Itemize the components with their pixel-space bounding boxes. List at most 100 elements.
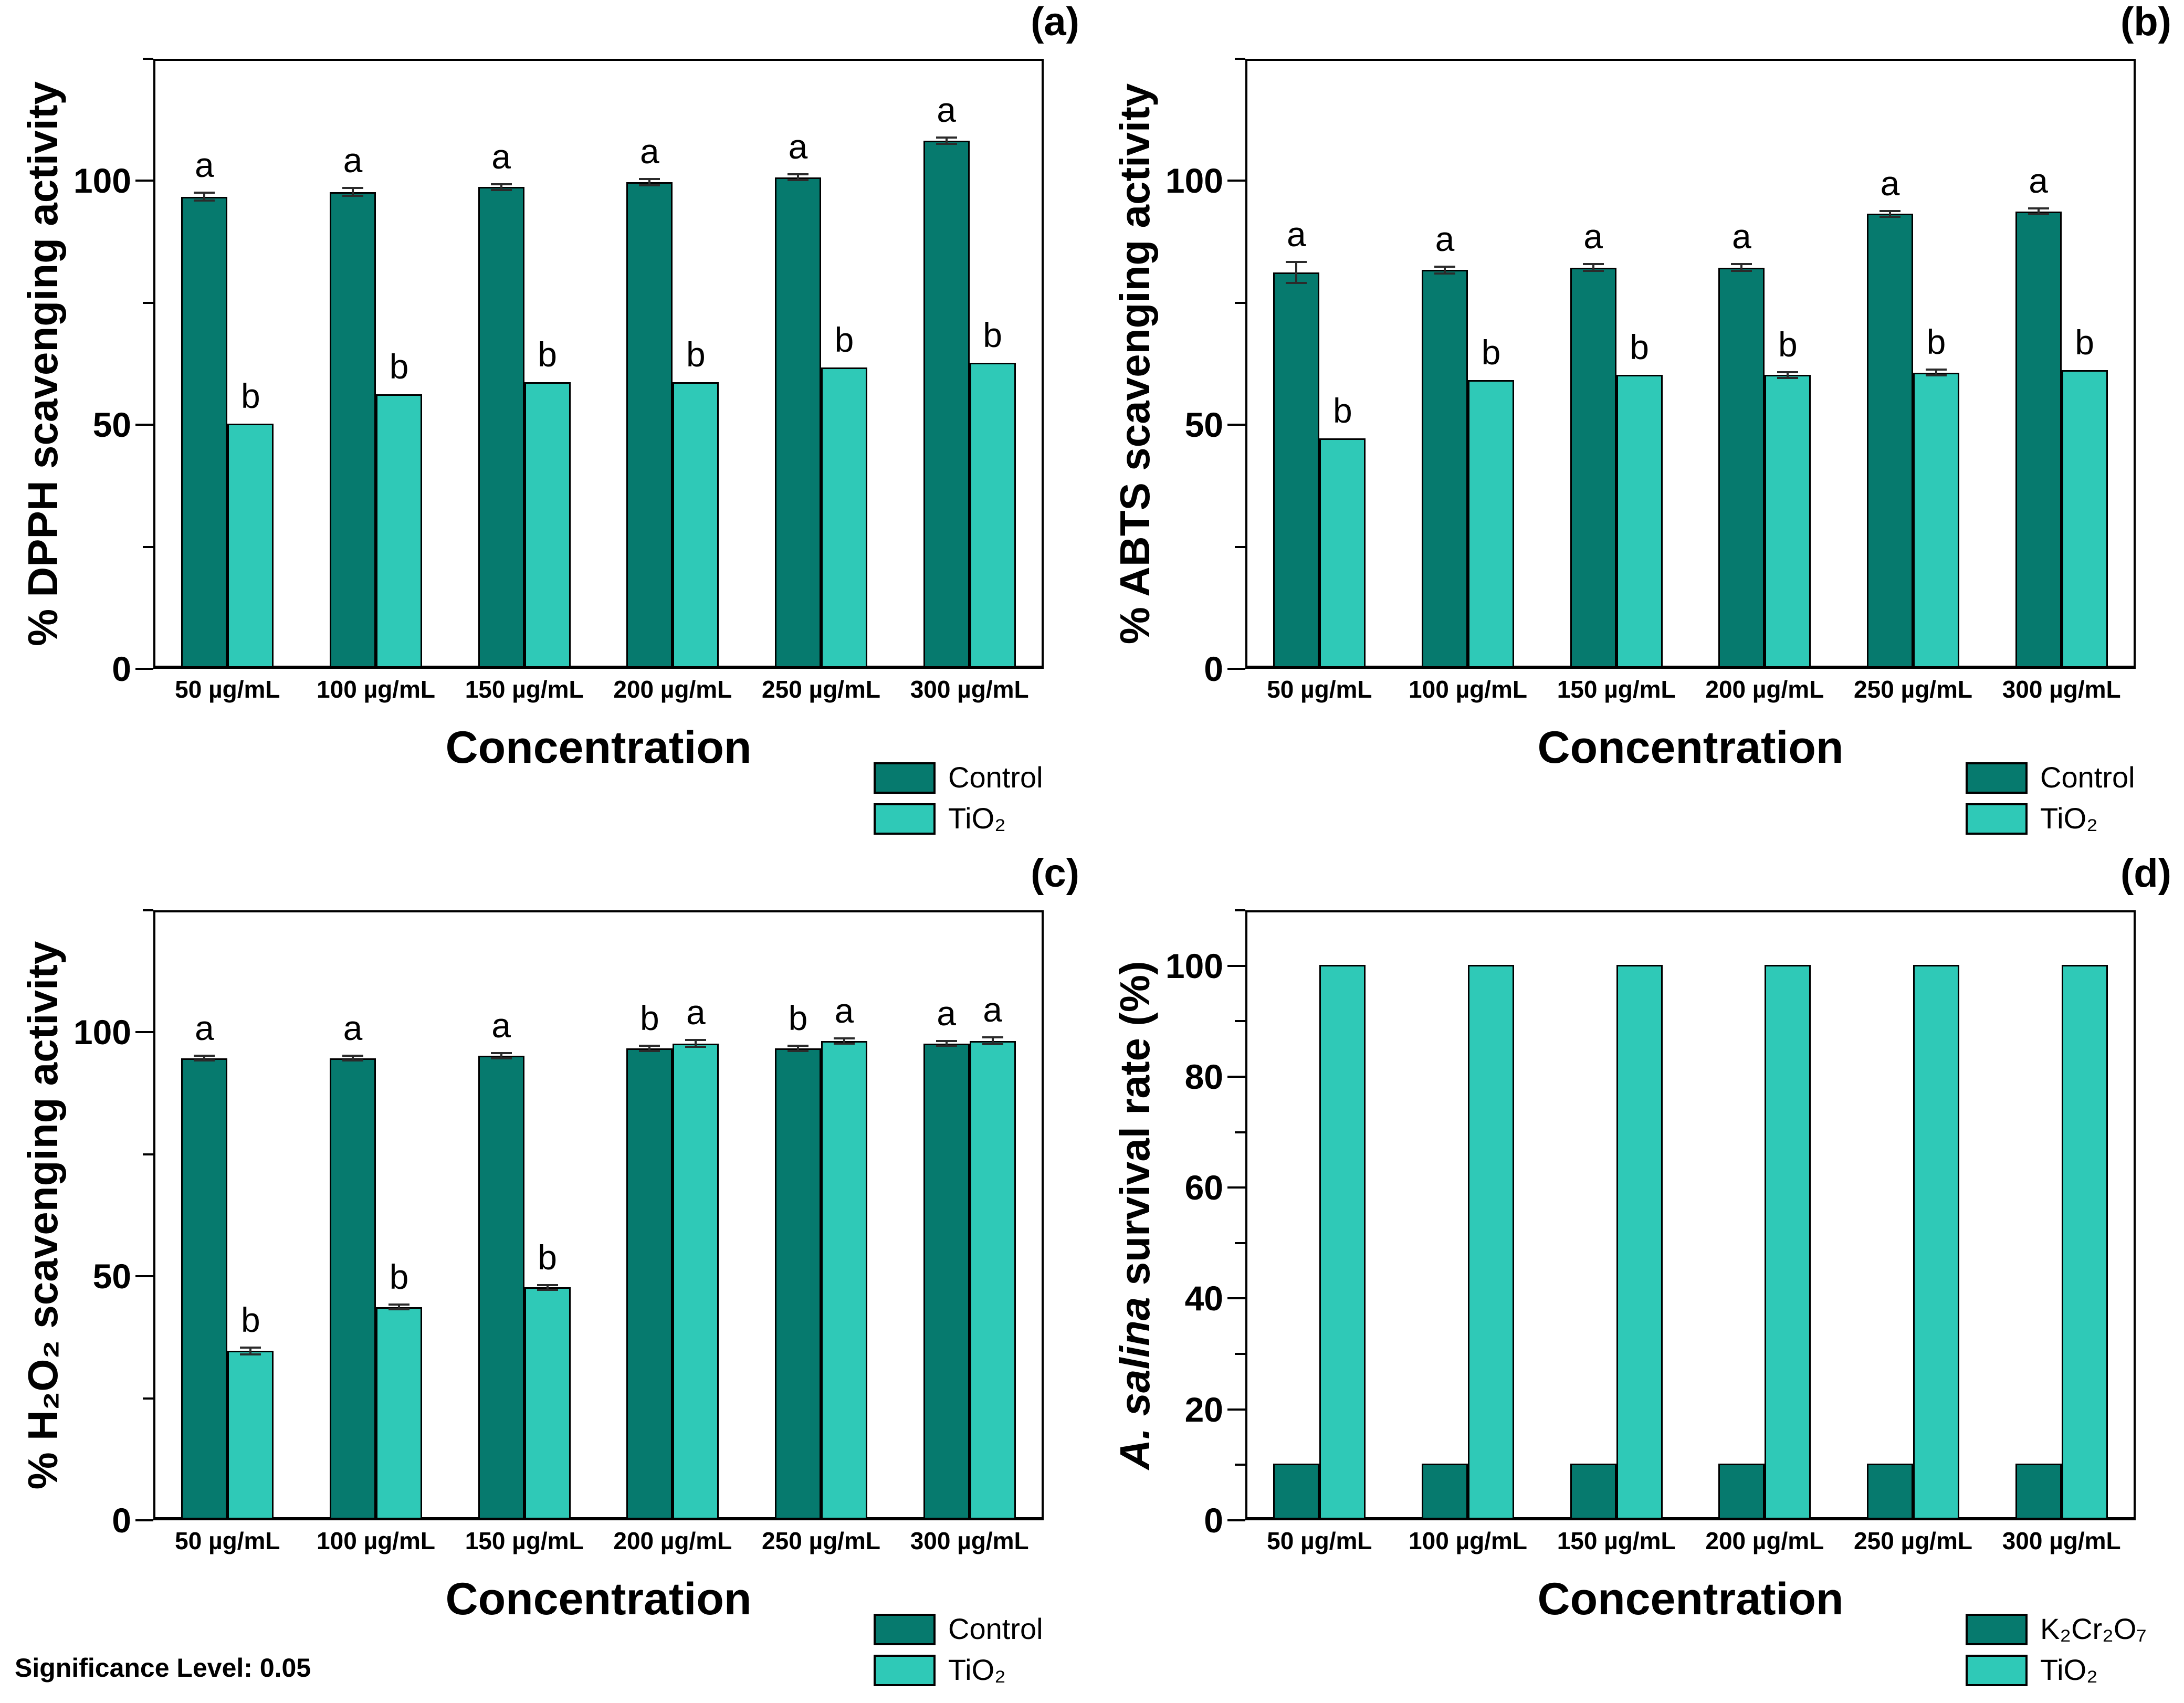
bar-kcro-3 (1718, 1464, 1765, 1519)
legend-label-0: K₂Cr₂O₇ (2040, 1612, 2147, 1645)
y-axis-title-italic: A. salina (1111, 1297, 1158, 1470)
error-bar-cap-top (788, 1045, 808, 1047)
error-bar-cap-bottom (240, 1353, 261, 1355)
bar-control-2 (478, 187, 524, 668)
y-minor-tick (1235, 909, 1245, 911)
legend-swatch-1 (874, 803, 936, 835)
legend-swatch-0 (874, 1614, 936, 1645)
error-bar-cap-bottom (194, 1059, 215, 1062)
plot-frame (1245, 910, 2136, 1520)
significance-letter: a (491, 136, 511, 176)
error-bar-cap-top (982, 1036, 1003, 1039)
bar-tio-1 (1468, 964, 1514, 1519)
x-tick-label: 250 µg/mL (762, 676, 880, 703)
plot-frame (153, 59, 1044, 669)
error-bar-cap-bottom (194, 199, 215, 202)
panel-label: (d) (2120, 851, 2171, 896)
y-minor-tick (1235, 301, 1245, 304)
x-tick-label: 50 µg/mL (1267, 676, 1372, 703)
error-bar-cap-top (1731, 263, 1752, 266)
bar-tio-1 (1468, 380, 1514, 668)
y-minor-tick (143, 1153, 153, 1155)
bar-tio-0 (227, 424, 274, 668)
bar-control-1 (1422, 270, 1468, 668)
x-tick-label: 100 µg/mL (1409, 676, 1527, 703)
significance-letter: a (983, 990, 1003, 1029)
x-tick-label: 50 µg/mL (1267, 1527, 1372, 1554)
error-bar-cap-top (342, 1054, 363, 1057)
bar-control-5 (923, 141, 970, 668)
error-bar-cap-top (1926, 369, 1947, 371)
bar-tio-5 (2061, 370, 2108, 668)
bar-tio-4 (821, 367, 867, 668)
x-axis-title: Concentration (1537, 722, 1844, 773)
y-major-tick (1227, 1075, 1245, 1078)
error-bar-line (500, 1053, 502, 1058)
y-major-tick (1227, 180, 1245, 182)
x-tick-label: 200 µg/mL (613, 1527, 732, 1554)
bar-tio-3 (673, 1043, 719, 1519)
y-tick-label: 50 (92, 1257, 131, 1296)
error-bar-cap-top (685, 1039, 707, 1042)
panel-label: (c) (1031, 851, 1079, 896)
error-bar-line (249, 1347, 252, 1354)
error-bar-line (843, 1038, 845, 1044)
significance-letter: b (1778, 324, 1798, 364)
bar-control-4 (775, 1048, 821, 1519)
bar-tio-5 (969, 363, 1016, 668)
x-tick-label: 200 µg/mL (1705, 676, 1824, 703)
y-major-tick (1227, 1408, 1245, 1411)
y-minor-tick (1235, 545, 1245, 548)
significance-letter: b (389, 1257, 409, 1296)
error-bar-line (945, 138, 948, 144)
error-bar-cap-bottom (1731, 270, 1752, 272)
error-bar-line (352, 188, 354, 196)
significance-letter: b (538, 335, 558, 374)
error-bar-line (203, 1055, 206, 1061)
x-tick-label: 50 µg/mL (175, 676, 280, 703)
y-tick-label: 20 (1184, 1390, 1223, 1429)
x-tick-label: 100 µg/mL (317, 1527, 435, 1554)
bar-control-5 (2015, 211, 2062, 668)
panel-a: 0 50 100 a a a a a a b b b b b b 50 µg/mL 100 µg/mL 150 µ… (0, 0, 1092, 851)
error-bar-cap-bottom (936, 1045, 957, 1047)
significance-letter: a (491, 1006, 511, 1045)
plot-frame (1245, 59, 2136, 669)
x-tick-label: 200 µg/mL (1705, 1527, 1824, 1554)
error-bar-cap-top (194, 192, 215, 194)
significance-letter: a (1880, 163, 1900, 203)
significance-letter: a (937, 993, 957, 1033)
legend-label-1: TiO₂ (948, 802, 1006, 835)
legend-swatch-1 (1966, 1655, 2028, 1686)
x-axis-title: Concentration (445, 1574, 752, 1624)
bar-tio-0 (227, 1351, 274, 1519)
bar-tio-5 (2061, 964, 2108, 1519)
error-bar-cap-top (936, 136, 957, 139)
y-minor-tick (143, 1397, 153, 1400)
bar-kcro-0 (1273, 1464, 1320, 1519)
bar-control-3 (626, 182, 673, 668)
bar-tio-3 (1765, 964, 1811, 1519)
error-bar-cap-top (490, 183, 512, 185)
error-bar-cap-top (342, 187, 363, 190)
y-tick-label: 40 (1184, 1279, 1223, 1318)
error-bar-cap-top (388, 1303, 410, 1306)
y-tick-label: 0 (112, 649, 131, 688)
error-bar-line (352, 1055, 354, 1061)
significance-letter: b (240, 1300, 260, 1339)
error-bar-line (797, 1046, 799, 1051)
error-bar-line (1935, 370, 1937, 376)
error-bar-cap-bottom (788, 179, 808, 182)
error-bar-cap-bottom (936, 142, 957, 145)
bar-tio-4 (1913, 964, 1959, 1519)
panel-b: 0 50 100 a a a a a a b b b b b b 50 µg/mL 100 µg/mL 150 µ… (1092, 0, 2184, 851)
bar-control-4 (775, 177, 821, 668)
y-major-tick (1227, 1519, 1245, 1521)
y-tick-label: 60 (1184, 1168, 1223, 1207)
bar-control-2 (1570, 267, 1616, 668)
significance-letter: b (1332, 391, 1352, 430)
error-bar-cap-top (834, 1037, 855, 1040)
y-major-tick (1227, 424, 1245, 426)
y-major-tick (135, 1031, 153, 1034)
